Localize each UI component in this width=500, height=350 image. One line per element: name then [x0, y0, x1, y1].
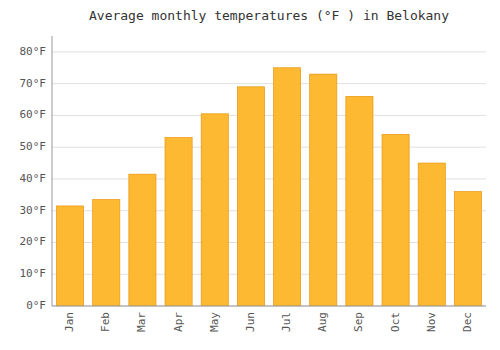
- y-tick-label: 30°F: [20, 204, 47, 217]
- bar: [274, 68, 301, 306]
- bar: [346, 96, 373, 306]
- grid-line: [52, 147, 486, 148]
- bar: [93, 200, 120, 306]
- bar: [201, 114, 228, 306]
- x-tick-label: Jul: [280, 312, 293, 332]
- x-tick-label: Sep: [352, 312, 365, 332]
- grid-line: [52, 115, 486, 116]
- grid-line: [52, 51, 486, 52]
- y-tick-label: 80°F: [20, 45, 47, 58]
- x-tick-label: Feb: [99, 312, 112, 332]
- y-tick-label: 10°F: [20, 267, 47, 280]
- x-tick-label: Oct: [389, 312, 402, 332]
- bar: [57, 206, 84, 306]
- y-tick-label: 0°F: [26, 299, 46, 312]
- x-axis-line: [52, 306, 486, 307]
- bar: [237, 87, 264, 306]
- chart-container: 0°F 10°F 20°F 30°F 40°F 50°F 60°F 70°F 80°F Jan Fe…: [0, 0, 500, 350]
- x-tick-label: Nov: [425, 312, 438, 332]
- x-tick-label: Dec: [461, 312, 474, 332]
- grid: [52, 52, 486, 306]
- y-tick-label: 50°F: [20, 140, 47, 153]
- x-tick-label: Jun: [244, 312, 257, 332]
- grid-line: [52, 306, 486, 307]
- chart: 0°F 10°F 20°F 30°F 40°F 50°F 60°F 70°F 80°F Jan Fe…: [0, 0, 500, 350]
- x-tick-label: May: [208, 312, 221, 332]
- title: Average monthly temperatures (°F ) in Be…: [89, 8, 449, 23]
- y-tick-label: 20°F: [20, 235, 47, 248]
- grid-line: [52, 83, 486, 84]
- y-tick-label: 70°F: [20, 77, 47, 90]
- y-axis-line: [52, 36, 53, 306]
- y-tick-label: 40°F: [20, 172, 47, 185]
- x-tick-label: Jan: [63, 312, 76, 332]
- x-tick-label: Mar: [135, 312, 148, 332]
- bar: [454, 192, 481, 306]
- bars: [57, 68, 482, 306]
- y-tick-label: 60°F: [20, 108, 47, 121]
- bar: [382, 134, 409, 306]
- x-tick-label: Aug: [316, 312, 329, 332]
- bar: [129, 174, 156, 306]
- bar: [418, 163, 445, 306]
- bar: [310, 74, 337, 306]
- bar: [165, 138, 192, 306]
- x-tick-label: Apr: [172, 312, 185, 332]
